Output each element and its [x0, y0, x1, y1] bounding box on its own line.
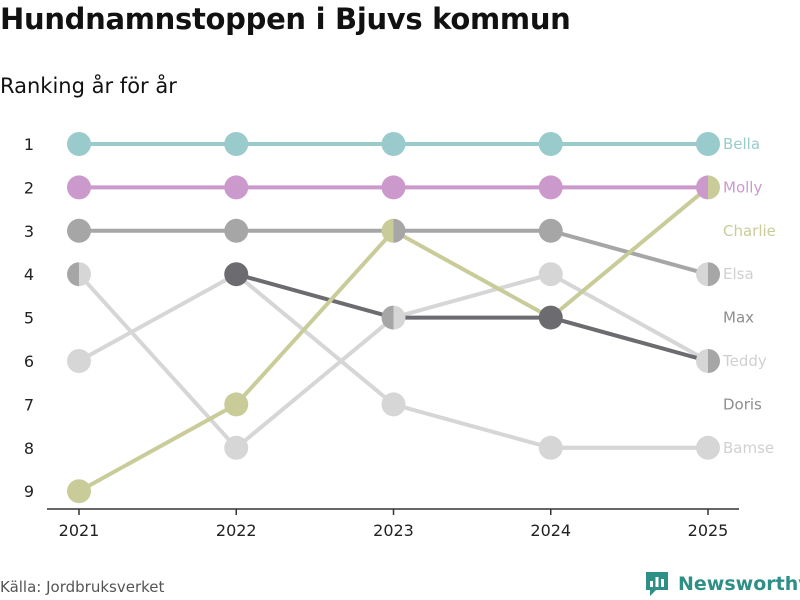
- end-labels: Bella Molly Charlie Elsa Max Teddy Doris Bamse: [722, 135, 776, 457]
- y-tick-label: 8: [24, 439, 34, 458]
- rank-points: [67, 132, 720, 504]
- rank-point: [224, 132, 249, 156]
- rank-point: [381, 132, 406, 156]
- brand-name: Newsworthy: [678, 573, 800, 595]
- y-tick-label: 3: [24, 222, 34, 241]
- rank-point: [224, 175, 249, 200]
- end-label-molly: Molly: [723, 178, 762, 196]
- end-label-max: Max: [723, 309, 754, 327]
- rank-point: [538, 132, 563, 156]
- y-tick-label: 1: [24, 135, 34, 154]
- rank-point-right-half: [708, 349, 720, 373]
- y-axis: 1 2 3 4 5 6 7 8 9: [24, 135, 34, 501]
- rank-point-right-half: [708, 175, 720, 200]
- rank-point: [224, 392, 249, 417]
- rank-point: [538, 218, 563, 243]
- rank-point: [224, 435, 249, 460]
- x-tick-label: 2021: [59, 521, 100, 540]
- x-tick-label: 2023: [373, 521, 414, 540]
- end-label-teddy: Teddy: [722, 352, 767, 370]
- rank-point: [67, 479, 91, 504]
- series-line-teddy: [77, 272, 710, 450]
- series-line-max: [234, 272, 710, 363]
- x-axis: 2021 2022 2023 2024 2025: [59, 509, 729, 540]
- end-label-doris: Doris: [723, 395, 762, 413]
- rank-point-left-half: [696, 175, 708, 200]
- rank-point: [224, 262, 249, 287]
- rank-point: [67, 349, 91, 373]
- end-label-elsa: Elsa: [723, 265, 754, 283]
- rank-point-left-half: [67, 262, 79, 287]
- chart-title: Hundnamnstoppen i Bjuvs kommun: [0, 2, 571, 36]
- y-tick-label: 9: [24, 482, 34, 501]
- rank-point: [67, 218, 91, 243]
- rank-point: [224, 218, 249, 243]
- bar-chart-logo-icon: [646, 572, 668, 596]
- rank-point-left-half: [381, 218, 394, 243]
- rank-point-left-half: [381, 305, 394, 330]
- rank-point: [381, 392, 406, 417]
- chart-subtitle: Ranking år för år: [0, 74, 177, 98]
- y-tick-label: 5: [24, 309, 34, 328]
- y-tick-label: 6: [24, 352, 34, 371]
- rank-point: [67, 175, 91, 200]
- rank-point-right-half: [393, 218, 406, 243]
- rank-point: [696, 435, 720, 460]
- rank-point-left-half: [696, 349, 708, 373]
- rank-point: [538, 262, 563, 287]
- x-tick-label: 2024: [530, 521, 571, 540]
- rank-point: [538, 305, 563, 330]
- rank-point-left-half: [696, 262, 708, 287]
- end-label-charlie: Charlie: [723, 222, 776, 240]
- source-note: Källa: Jordbruksverket: [0, 578, 165, 596]
- brand-logo[interactable]: Newsworthy: [644, 568, 800, 600]
- x-tick-label: 2025: [688, 521, 729, 540]
- rank-point: [67, 132, 91, 156]
- rank-point: [381, 175, 406, 200]
- series-line-doris: [77, 272, 710, 450]
- rank-point-right-half: [708, 262, 720, 287]
- rank-point-right-half: [393, 305, 406, 330]
- y-tick-label: 2: [24, 178, 34, 197]
- end-label-bamse: Bamse: [723, 439, 774, 457]
- rank-point: [538, 435, 563, 460]
- y-tick-label: 7: [24, 395, 34, 414]
- rank-point-right-half: [79, 262, 91, 287]
- rank-point: [538, 175, 563, 200]
- x-tick-label: 2022: [216, 521, 257, 540]
- rank-point: [696, 132, 720, 156]
- end-label-bella: Bella: [723, 135, 760, 153]
- y-tick-label: 4: [24, 265, 34, 284]
